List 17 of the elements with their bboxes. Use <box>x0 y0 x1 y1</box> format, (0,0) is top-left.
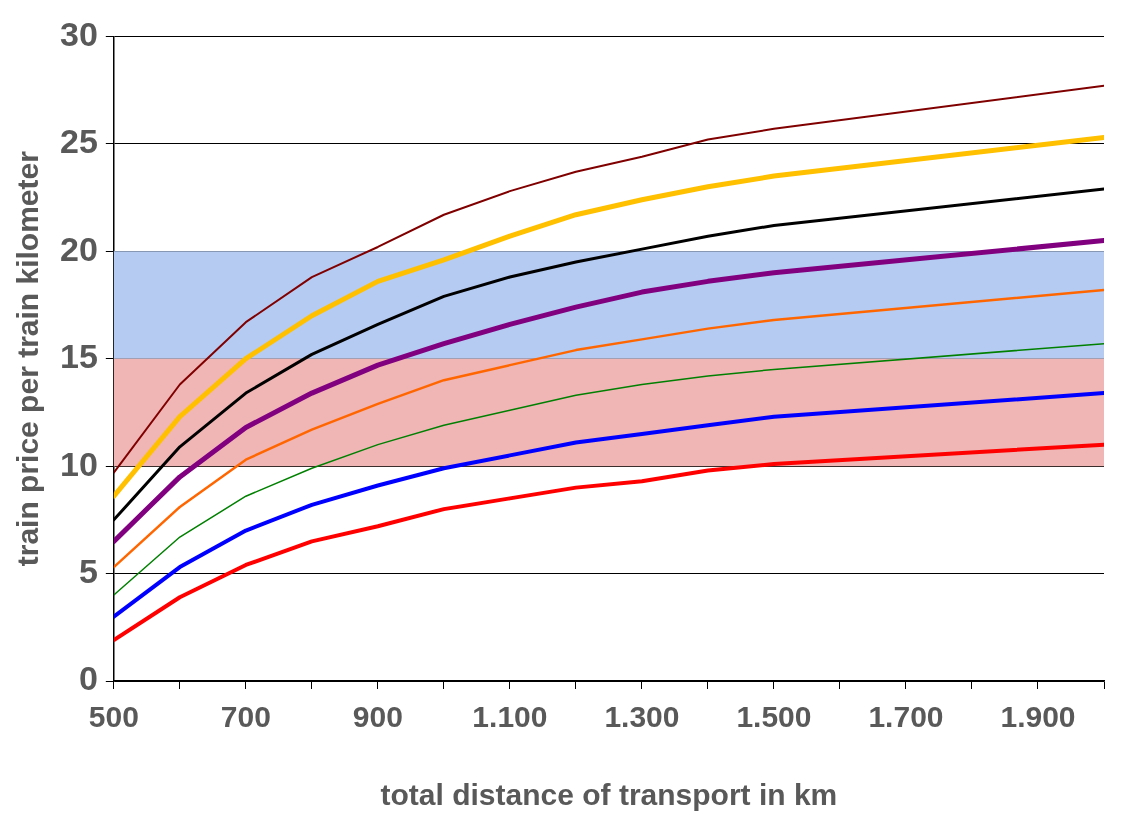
y-tick-label: 0 <box>78 659 98 698</box>
x-tick-label: 1.300 <box>604 700 680 734</box>
x-tick-label: 900 <box>352 700 403 734</box>
x-tick-label: 500 <box>88 700 139 734</box>
y-axis-title: train price per train kilometer <box>11 150 45 567</box>
y-tick-label: 15 <box>59 337 98 376</box>
y-tick-label: 20 <box>59 229 98 268</box>
x-tick-label: 700 <box>220 700 271 734</box>
x-tick-label: 1.700 <box>868 700 944 734</box>
y-tick-label: 10 <box>59 444 98 483</box>
x-tick-label: 1.100 <box>472 700 548 734</box>
y-tick-label: 5 <box>78 551 98 590</box>
y-tick-label: 25 <box>59 122 98 161</box>
y-tick-label: 30 <box>59 14 98 53</box>
x-tick-label: 1.900 <box>1000 700 1076 734</box>
x-axis-title: total distance of transport in km <box>380 778 838 812</box>
x-tick-label: 1.500 <box>736 700 812 734</box>
